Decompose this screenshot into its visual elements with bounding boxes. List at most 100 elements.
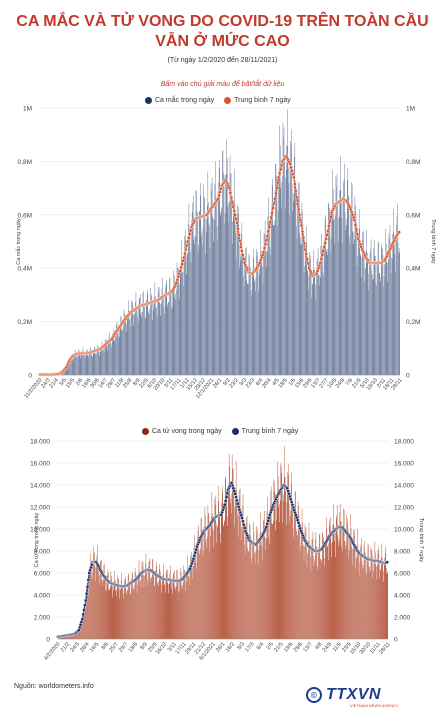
cases-daily-bar <box>136 307 137 375</box>
deaths-daily-bar <box>87 585 88 639</box>
cases-daily-bar <box>139 297 140 375</box>
cases-daily-bar <box>258 274 260 375</box>
deaths-ytick-left: 0 <box>46 637 50 644</box>
cases-daily-bar <box>223 175 225 375</box>
deaths-daily-bar <box>259 545 260 639</box>
deaths-daily-bar <box>166 569 167 639</box>
deaths-daily-bar <box>353 535 355 639</box>
cases-daily-bar <box>240 254 241 375</box>
cases-daily-bar <box>191 212 193 375</box>
cases-avg-point <box>233 213 237 217</box>
cases-daily-bar <box>182 271 184 375</box>
cases-ytick-left: 0,6M <box>18 212 32 219</box>
deaths-daily-bar <box>230 498 231 639</box>
cases-daily-bar <box>108 337 110 375</box>
deaths-daily-bar <box>175 586 177 639</box>
deaths-daily-bar <box>383 581 385 639</box>
cases-daily-bar <box>148 310 150 375</box>
legend-deaths-line[interactable]: Trung bình 7 ngày <box>231 427 298 435</box>
deaths-daily-bar <box>278 504 280 639</box>
deaths-daily-bar <box>146 572 148 639</box>
deaths-avg-point <box>224 495 229 499</box>
deaths-daily-bar <box>169 565 171 639</box>
cases-daily-bar <box>287 146 289 375</box>
cases-daily-bar <box>142 292 144 375</box>
deaths-daily-bar <box>368 544 369 639</box>
cases-daily-bar <box>367 253 368 375</box>
cases-daily-bar <box>147 289 148 375</box>
cases-daily-bar <box>229 201 230 375</box>
cases-daily-bar <box>310 255 311 375</box>
cases-xtick: 19/5 <box>65 377 76 389</box>
cases-daily-bar <box>228 202 229 375</box>
cases-daily-bar <box>181 239 182 375</box>
deaths-daily-bar <box>385 546 387 639</box>
deaths-daily-bar <box>64 636 65 639</box>
deaths-daily-bar <box>202 530 203 639</box>
cases-daily-bar <box>113 329 115 375</box>
deaths-xtick: 24/8 <box>322 641 333 653</box>
cases-daily-bar <box>257 251 258 375</box>
cases-daily-bar <box>64 369 65 375</box>
deaths-daily-bar <box>118 588 120 639</box>
deaths-xtick: 8/3 <box>236 641 246 651</box>
deaths-daily-bar <box>117 574 118 639</box>
cases-daily-bar <box>103 352 105 375</box>
cases-avg-point <box>187 232 192 236</box>
legend-deaths-bar[interactable]: Ca tử vong trong ngày <box>142 427 222 435</box>
cases-daily-bar <box>207 171 209 375</box>
cases-daily-bar <box>231 197 232 375</box>
deaths-daily-bar <box>206 548 208 639</box>
deaths-daily-bar <box>120 588 121 639</box>
cases-xtick: 21/4 <box>48 377 59 389</box>
deaths-daily-bar <box>92 563 94 639</box>
cases-daily-bar <box>141 317 142 375</box>
legend-cases-bar[interactable]: Ca mắc trong ngày <box>145 96 214 104</box>
deaths-daily-bar <box>277 492 278 639</box>
cases-xtick: 11/8 <box>114 377 125 389</box>
cases-daily-bar <box>383 286 384 375</box>
legend-cases-line[interactable]: Trung bình 7 ngày <box>224 96 291 104</box>
deaths-daily-bar <box>254 552 256 639</box>
deaths-daily-bar <box>251 558 253 639</box>
deaths-daily-bar <box>214 499 216 639</box>
cases-daily-bar <box>161 303 162 375</box>
cases-daily-bar <box>112 332 114 375</box>
cases-avg-point <box>262 246 267 250</box>
deaths-daily-bar <box>288 464 289 639</box>
deaths-daily-bar <box>126 589 128 639</box>
deaths-daily-bar <box>139 581 141 639</box>
deaths-avg-point <box>240 516 244 520</box>
deaths-ylabel-left: Ca tử vong trong ngày <box>33 512 40 567</box>
cases-daily-bar <box>144 318 146 375</box>
deaths-daily-bar <box>330 517 331 639</box>
deaths-daily-bar <box>246 517 247 639</box>
cases-daily-bar <box>379 272 380 375</box>
deaths-daily-bar <box>174 590 176 639</box>
deaths-daily-bar <box>182 589 183 639</box>
deaths-daily-bar <box>105 577 106 639</box>
deaths-daily-bar <box>241 530 243 639</box>
deaths-daily-bar <box>155 570 157 639</box>
cases-daily-bar <box>121 317 122 375</box>
cases-daily-bar <box>397 242 399 375</box>
deaths-daily-bar <box>224 478 226 639</box>
deaths-daily-bar <box>333 503 334 639</box>
deaths-daily-bar <box>95 580 96 639</box>
cases-daily-bar <box>158 291 159 375</box>
deaths-daily-bar <box>137 576 139 639</box>
cases-daily-bar <box>289 164 291 375</box>
cases-xtick: 23/2 <box>228 377 239 389</box>
deaths-daily-bar <box>306 542 307 639</box>
deaths-daily-bar <box>171 588 172 639</box>
cases-daily-bar <box>390 273 392 375</box>
deaths-avg-point <box>264 525 269 529</box>
deaths-daily-bar <box>159 569 161 639</box>
deaths-daily-bar <box>289 522 290 639</box>
cases-daily-bar <box>382 248 383 375</box>
cases-daily-bar <box>234 203 236 375</box>
cases-daily-bar <box>337 202 338 375</box>
deaths-daily-bar <box>125 591 127 639</box>
deaths-daily-bar <box>84 610 86 639</box>
cases-avg-point <box>329 215 333 219</box>
